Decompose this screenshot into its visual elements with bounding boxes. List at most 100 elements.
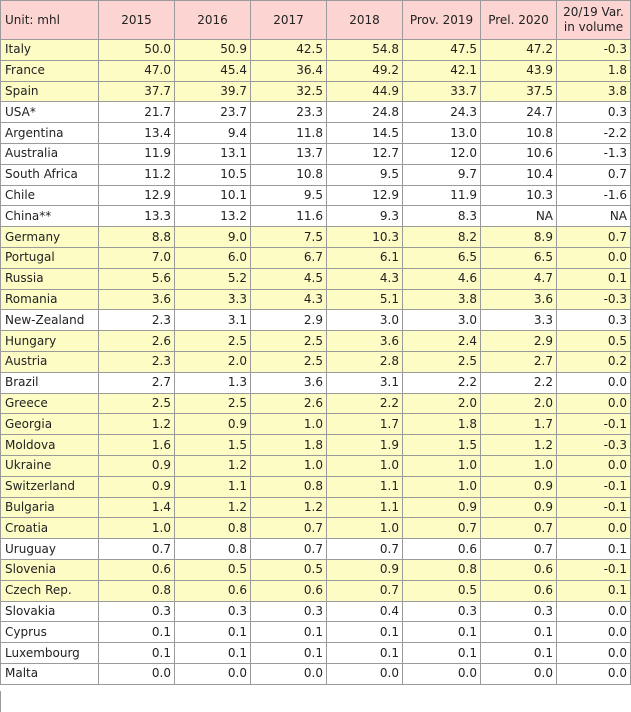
value-cell: 2.5 [402,350,481,373]
table-row: South Africa 11.2 10.5 10.8 9.5 9.7 10.4 0.7 [0,163,631,186]
value-cell: 12.9 [326,184,403,207]
table-row: Croatia 1.0 0.8 0.7 1.0 0.7 0.7 0.0 [0,517,631,540]
value-cell: 0.1 [480,621,557,644]
value-cell: -1.3 [556,142,631,165]
value-cell: NA [480,205,557,228]
value-cell: 12.0 [402,142,481,165]
value-cell: 0.7 [402,517,481,540]
value-cell: 0.6 [480,558,557,581]
value-cell: -0.3 [556,288,631,311]
value-cell: 0.5 [402,579,481,602]
value-cell: 2.0 [174,350,251,373]
value-cell: 1.5 [402,434,481,456]
value-cell: 6.5 [480,246,557,269]
value-cell: 6.0 [174,246,251,269]
country-cell: Romania [0,288,99,311]
value-cell: 1.2 [250,496,327,519]
value-cell: 24.3 [402,101,481,124]
value-cell: 1.0 [402,454,481,477]
value-cell: 0.6 [174,579,251,602]
value-cell: 1.7 [480,413,557,436]
value-cell: 0.1 [326,642,403,664]
country-cell: France [0,59,99,82]
value-cell: 2.4 [402,330,481,352]
header-2017: 2017 [250,0,327,40]
value-cell: 8.8 [98,226,175,248]
value-cell: 1.8 [402,413,481,436]
value-cell: 0.7 [480,517,557,540]
value-cell: 0.1 [556,579,631,602]
value-cell: 0.0 [556,246,631,269]
value-cell: 3.1 [174,309,251,332]
value-cell: 0.1 [402,642,481,664]
value-cell: 21.7 [98,101,175,124]
value-cell: 10.1 [174,184,251,207]
value-cell: 0.0 [480,662,557,685]
value-cell: 9.4 [174,122,251,144]
value-cell: 23.7 [174,101,251,124]
table-row: Hungary 2.6 2.5 2.5 3.6 2.4 2.9 0.5 [0,330,631,352]
value-cell: 0.9 [480,496,557,519]
value-cell: 0.0 [556,662,631,685]
value-cell: 1.8 [250,434,327,456]
header-2016: 2016 [174,0,251,40]
value-cell: 3.3 [174,288,251,311]
value-cell: 24.7 [480,101,557,124]
value-cell: 0.1 [556,538,631,560]
value-cell: 0.9 [98,454,175,477]
value-cell: 0.3 [556,309,631,332]
value-cell: 9.3 [326,205,403,228]
header-unit: Unit: mhl [0,0,99,40]
value-cell: 12.9 [98,184,175,207]
value-cell: 10.3 [326,226,403,248]
value-cell: 12.7 [326,142,403,165]
value-cell: 4.6 [402,267,481,290]
value-cell: 2.0 [402,392,481,415]
value-cell: 0.6 [98,558,175,581]
table-row: Uruguay 0.7 0.8 0.7 0.7 0.6 0.7 0.1 [0,538,631,560]
value-cell: 0.3 [402,600,481,623]
table-row: China** 13.3 13.2 11.6 9.3 8.3 NA NA [0,205,631,228]
country-cell: Argentina [0,122,99,144]
table-row: Austria 2.3 2.0 2.5 2.8 2.5 2.7 0.2 [0,350,631,373]
value-cell: 2.7 [480,350,557,373]
value-cell: 10.3 [480,184,557,207]
value-cell: 2.3 [98,309,175,332]
value-cell: 42.1 [402,59,481,82]
value-cell: -1.6 [556,184,631,207]
value-cell: 5.1 [326,288,403,311]
value-cell: 13.0 [402,122,481,144]
value-cell: 0.0 [174,662,251,685]
value-cell: 6.5 [402,246,481,269]
value-cell: 45.4 [174,59,251,82]
value-cell: 1.2 [174,496,251,519]
value-cell: 0.1 [480,642,557,664]
table-row: Romania 3.6 3.3 4.3 5.1 3.8 3.6 -0.3 [0,288,631,311]
value-cell: 0.1 [98,642,175,664]
value-cell: 0.5 [556,330,631,352]
table-body: Italy 50.0 50.9 42.5 54.8 47.5 47.2 -0.3 France 4… [0,39,631,685]
value-cell: 47.0 [98,59,175,82]
value-cell: 3.6 [250,371,327,394]
table-row: Luxembourg 0.1 0.1 0.1 0.1 0.1 0.1 0.0 [0,642,631,664]
value-cell: 0.8 [402,558,481,581]
country-cell: Ukraine [0,454,99,477]
value-cell: -0.1 [556,413,631,436]
value-cell: 0.1 [402,621,481,644]
value-cell: 0.0 [556,621,631,644]
value-cell: 0.6 [250,579,327,602]
value-cell: 1.9 [326,434,403,456]
value-cell: 6.7 [250,246,327,269]
value-cell: 0.0 [556,454,631,477]
value-cell: 10.6 [480,142,557,165]
value-cell: 0.7 [556,226,631,248]
table-row: Germany 8.8 9.0 7.5 10.3 8.2 8.9 0.7 [0,226,631,248]
value-cell: 11.6 [250,205,327,228]
country-cell: Russia [0,267,99,290]
table-row: Georgia 1.2 0.9 1.0 1.7 1.8 1.7 -0.1 [0,413,631,436]
value-cell: NA [556,205,631,228]
left-border-extension [0,691,1,712]
table-row: Brazil 2.7 1.3 3.6 3.1 2.2 2.2 0.0 [0,371,631,394]
value-cell: 11.9 [98,142,175,165]
value-cell: 0.0 [556,600,631,623]
